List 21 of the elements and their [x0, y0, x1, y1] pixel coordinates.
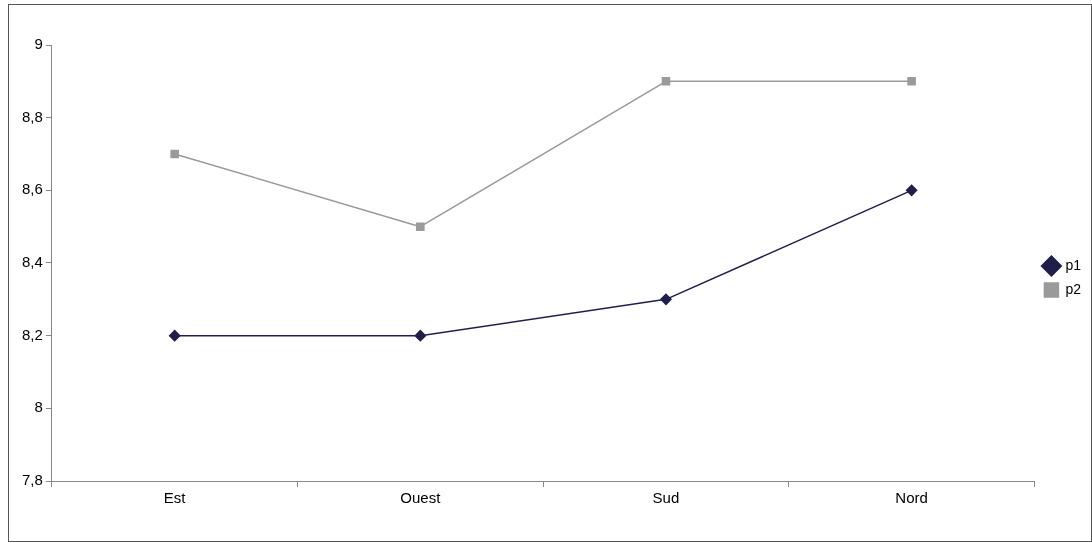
y-tick-label: 8,6 — [21, 180, 43, 198]
y-tick-label: 8,8 — [21, 107, 43, 125]
legend-label: p2 — [1065, 280, 1082, 297]
y-tick-label: 8,2 — [21, 325, 43, 343]
x-tick-label: Ouest — [400, 489, 442, 507]
y-tick-label: 8,4 — [21, 253, 43, 271]
point — [416, 222, 425, 231]
x-tick-label: Sud — [652, 489, 680, 507]
y-tick-label: 8 — [34, 398, 43, 416]
legend-label: p1 — [1065, 256, 1082, 273]
point — [170, 149, 179, 159]
x-tick-label: Est — [163, 489, 187, 507]
point — [661, 77, 671, 86]
point — [414, 329, 427, 342]
x-tick-label: Nord — [895, 489, 928, 507]
y-tick-label: 7,8 — [21, 471, 43, 489]
point — [168, 329, 181, 342]
y-tick-label: 9 — [34, 35, 43, 53]
point — [907, 77, 916, 86]
point — [660, 293, 672, 306]
point — [905, 184, 918, 197]
